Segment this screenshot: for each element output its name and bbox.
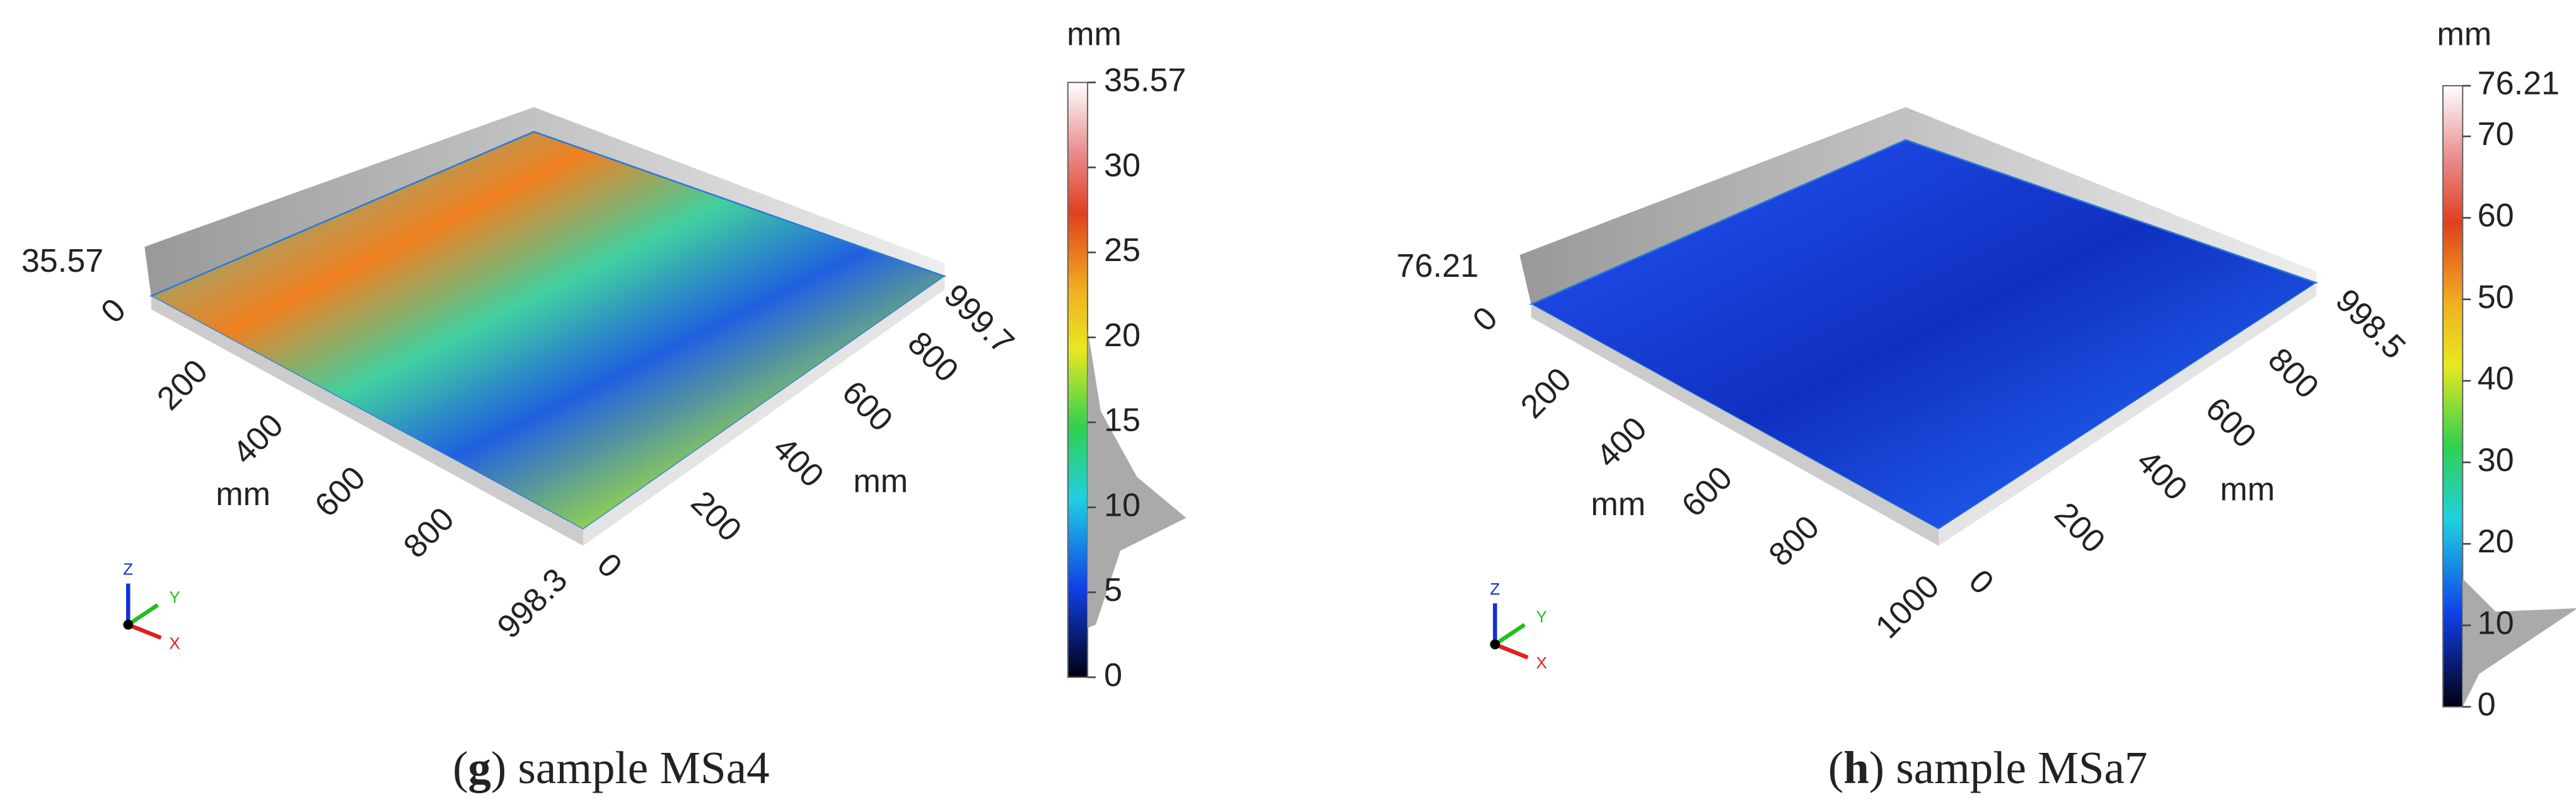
right-axis-tick-label: 400 [766, 430, 830, 494]
left-axis-tick-label: 1000 [1869, 568, 1946, 646]
back-wall [144, 107, 945, 296]
right-axis-tick-label: 0 [1962, 562, 2001, 602]
right-axis-tick-label: 600 [2198, 390, 2263, 455]
right-axis-tick-label: 0 [590, 546, 629, 585]
caption-letter: h [1843, 742, 1869, 793]
right-axis-tick-label: 998.5 [2328, 282, 2412, 366]
base-side [583, 276, 945, 546]
colorbar-tick-label: 5 [1104, 572, 1122, 608]
panel: 76.2102004006008001000mm0200400600800998… [1396, 16, 2576, 793]
triad-z-label: Z [1490, 579, 1500, 598]
right-axis-tick-label: 400 [2130, 443, 2194, 508]
colorbar-unit: mm [1067, 16, 1122, 53]
right-axis-tick-label: 200 [2047, 496, 2111, 560]
triad-x [127, 622, 162, 640]
colorbar-tick-label: 76.21 [2478, 66, 2560, 102]
colorbar-tick-label: 20 [2478, 523, 2514, 560]
right-axis-tick-label: 800 [2261, 341, 2325, 405]
right-axis-unit: mm [853, 463, 908, 499]
triad-y-label: Y [169, 588, 180, 607]
z-max-label: 76.21 [1396, 248, 1478, 284]
colorbar-tick-label: 10 [1104, 487, 1140, 523]
colorbar-tick-label: 60 [2478, 197, 2514, 234]
colorbar [2442, 84, 2464, 708]
colorbar-tick-label: 35.57 [1104, 62, 1186, 99]
left-axis-tick-label: 200 [1514, 361, 1578, 425]
z-min-label: 0 [1466, 300, 1505, 339]
triad-x-label: X [169, 634, 180, 653]
left-axis-tick-label: 800 [397, 501, 461, 565]
triad-y [1494, 622, 1526, 646]
base-side [1938, 282, 2317, 546]
back-wall [1519, 107, 2317, 305]
colorbar-tick-label: 20 [1104, 317, 1140, 354]
z-max-label: 35.57 [21, 243, 103, 279]
caption-rest: ) sample MSa7 [1869, 742, 2148, 793]
colorbar-tick-label: 30 [1104, 147, 1140, 183]
caption: (g) sample MSa4 [453, 742, 770, 793]
left-axis-unit: mm [216, 476, 270, 513]
triad-x [1494, 642, 1529, 660]
triad-z-label: Z [123, 560, 133, 579]
colorbar-tick-label: 50 [2478, 279, 2514, 315]
surface [1529, 139, 2319, 531]
base-side [1531, 304, 1939, 546]
panel: 35.570200400600800998.3mm020040060080099… [21, 16, 1186, 793]
histogram [1088, 329, 1186, 628]
left-axis-tick-label: 400 [1589, 410, 1654, 475]
colorbar-tick-label: 0 [2478, 687, 2496, 723]
left-axis-tick-label: 200 [150, 352, 214, 417]
base-side [151, 296, 584, 546]
caption-open: ( [1828, 742, 1843, 793]
caption: (h) sample MSa7 [1828, 742, 2148, 793]
z-min-label: 0 [94, 292, 133, 331]
left-axis-tick-label: 998.3 [490, 562, 574, 646]
right-axis-unit: mm [2220, 471, 2275, 508]
triad-x-label: X [1536, 653, 1546, 672]
right-axis-tick-label: 800 [901, 325, 965, 389]
colorbar-tick-label: 15 [1104, 402, 1140, 439]
histogram [2463, 578, 2576, 707]
caption-rest: ) sample MSa4 [491, 742, 770, 793]
caption-letter: g [468, 742, 490, 793]
colorbar-unit: mm [2437, 16, 2492, 53]
right-axis-tick-label: 600 [835, 374, 899, 438]
colorbar-tick-label: 40 [2478, 361, 2514, 397]
colorbar-tick-label: 0 [1104, 657, 1122, 694]
left-axis-tick-label: 600 [1675, 460, 1739, 524]
triad-y [127, 603, 159, 627]
left-axis-tick-label: 600 [308, 460, 372, 524]
colorbar-tick-label: 10 [2478, 605, 2514, 641]
left-axis-tick-label: 800 [1762, 509, 1826, 573]
triad-origin [1490, 639, 1500, 649]
right-axis-tick-label: 200 [684, 484, 748, 549]
colorbar-tick-label: 30 [2478, 442, 2514, 479]
colorbar-tick-label: 70 [2478, 116, 2514, 153]
triad-y-label: Y [1536, 607, 1546, 626]
colorbar [1067, 81, 1089, 678]
left-axis-unit: mm [1591, 486, 1645, 523]
colorbar-tick-label: 25 [1104, 232, 1140, 269]
triad-origin [123, 619, 134, 630]
caption-open: ( [453, 742, 468, 793]
left-axis-tick-label: 400 [226, 407, 290, 471]
